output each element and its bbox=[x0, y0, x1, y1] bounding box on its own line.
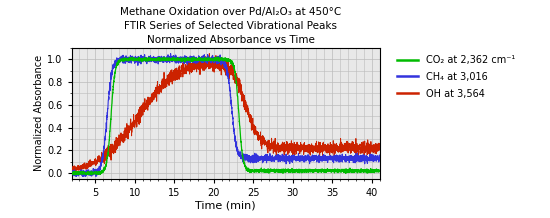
Legend: CO₂ at 2,362 cm⁻¹, CH₄ at 3,016, OH at 3,564: CO₂ at 2,362 cm⁻¹, CH₄ at 3,016, OH at 3… bbox=[397, 55, 515, 99]
X-axis label: Time (min): Time (min) bbox=[195, 201, 256, 211]
Y-axis label: Normalized Absorbance: Normalized Absorbance bbox=[34, 55, 45, 171]
Text: Methane Oxidation over Pd/Al₂O₃ at 450°C
FTIR Series of Selected Vibrational Pea: Methane Oxidation over Pd/Al₂O₃ at 450°C… bbox=[120, 7, 342, 44]
